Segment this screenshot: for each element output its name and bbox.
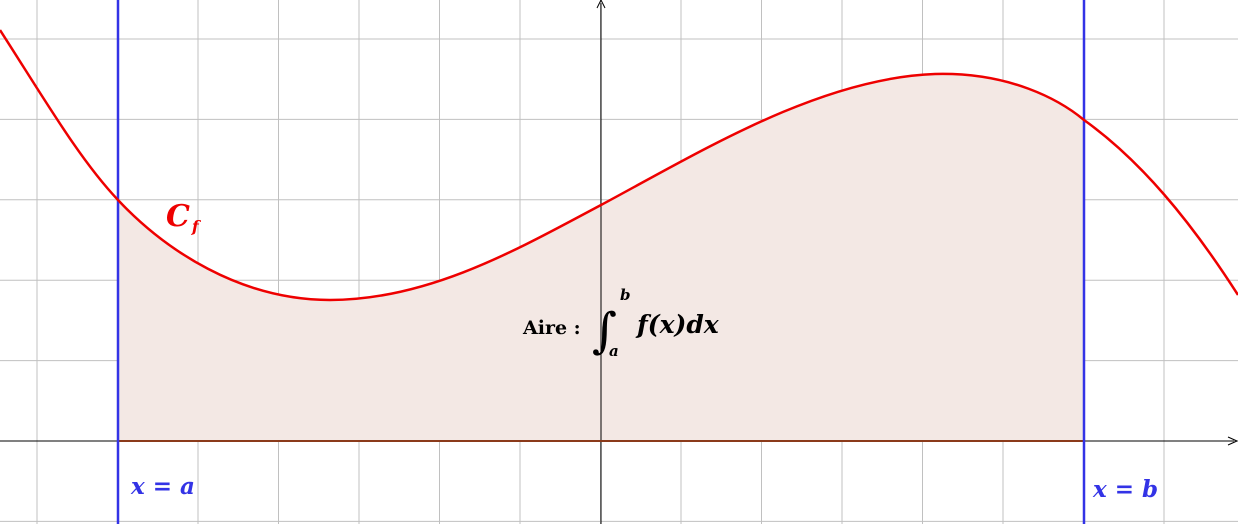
area-prefix: Aire : [522,317,581,339]
integrand: f(x)dx [635,310,720,339]
area-formula: Aire : ∫ b a f(x)dx [522,286,720,360]
y-axis-arrow-icon [596,0,606,9]
x-axis-arrow-icon [1227,436,1238,446]
lower-limit: a [609,342,619,360]
bound-label-a: x = a [130,473,195,500]
bound-label-b: x = b [1092,476,1158,503]
curve-f [0,29,1238,302]
upper-limit: b [620,286,631,304]
integral-sign: ∫ [592,303,617,359]
y-axis [596,0,606,524]
